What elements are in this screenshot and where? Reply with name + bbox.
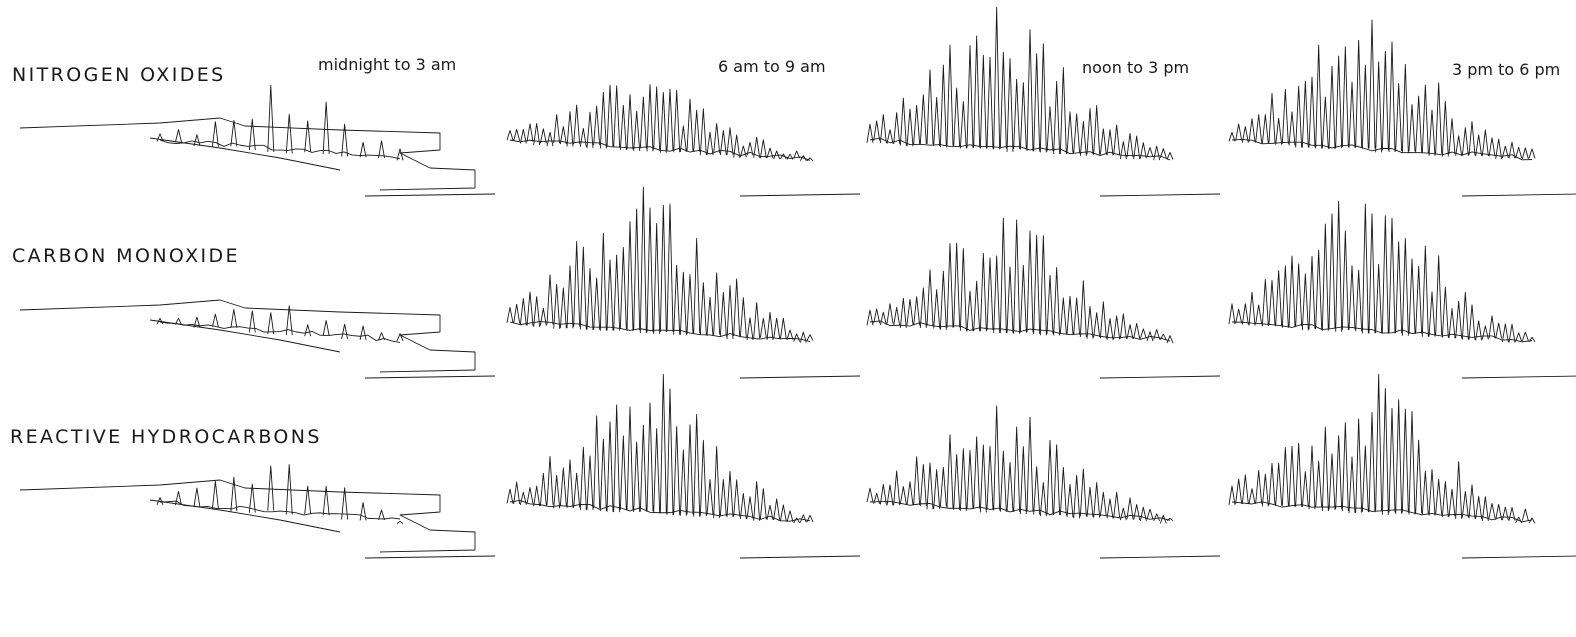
surface-1-3 — [866, 6, 1221, 197]
surface-spikes — [866, 405, 1174, 524]
surface-spikes — [1228, 200, 1536, 343]
surface-3-2 — [506, 374, 861, 559]
surface-3-4 — [1228, 374, 1576, 559]
surface-spikes — [156, 84, 404, 161]
col-label-midnight-to-3am: midnight to 3 am — [318, 55, 457, 74]
surface-2-1 — [19, 299, 496, 379]
outline-path — [19, 479, 476, 553]
surface-base — [869, 501, 1171, 521]
outline-path — [149, 319, 341, 353]
axis-line — [739, 555, 861, 559]
axis-line — [1099, 193, 1221, 197]
surface-base — [159, 500, 401, 520]
outline-path — [19, 117, 476, 191]
row-label-carbon-monoxide: CARBON MONOXIDE — [12, 245, 240, 267]
row-label-reactive-hydrocarbons: REACTIVE HYDROCARBONS — [10, 426, 322, 448]
surface-1-1 — [19, 84, 496, 197]
outline-path — [149, 499, 341, 533]
axis-line — [1099, 555, 1221, 559]
outline-path — [149, 137, 341, 171]
surface-spikes — [1228, 19, 1536, 160]
surface-2-4 — [1228, 200, 1576, 379]
surface-base — [1231, 321, 1533, 343]
surface-base — [1231, 138, 1533, 161]
surface-3-1 — [19, 464, 496, 559]
surface-spikes — [506, 374, 814, 524]
surface-base — [509, 139, 811, 161]
axis-line — [739, 375, 861, 379]
surface-base — [159, 321, 401, 343]
surface-base — [159, 139, 401, 160]
surface-2-2 — [506, 186, 861, 379]
axis-line — [1099, 375, 1221, 379]
axis-line — [364, 193, 496, 197]
surface-base — [509, 321, 811, 342]
axis-line — [364, 375, 496, 379]
surface-base — [869, 137, 1171, 161]
surface-base — [509, 499, 811, 522]
surface-2-3 — [866, 217, 1221, 379]
surface-1-4 — [1228, 19, 1576, 197]
surface-spikes — [506, 84, 814, 162]
row-label-nitrogen-oxides: NITROGEN OXIDES — [12, 64, 226, 86]
surface-base — [869, 320, 1171, 342]
surface-spikes — [1228, 374, 1536, 524]
col-label-6am-to-9am: 6 am to 9 am — [718, 57, 826, 76]
outline-path — [19, 299, 476, 373]
surface-spikes — [156, 305, 404, 342]
axis-line — [364, 555, 496, 559]
surface-spikes — [506, 186, 814, 343]
surface-spikes — [156, 464, 404, 524]
axis-line — [1461, 555, 1576, 559]
col-label-3pm-to-6pm: 3 pm to 6 pm — [1452, 60, 1561, 79]
surface-spikes — [866, 217, 1174, 344]
axis-line — [1461, 375, 1576, 379]
axis-line — [739, 193, 861, 197]
surface-1-2 — [506, 84, 861, 197]
col-label-noon-to-3pm: noon to 3 pm — [1082, 58, 1190, 77]
surface-3-3 — [866, 405, 1221, 559]
surface-spikes — [866, 6, 1174, 161]
surface-base — [1231, 501, 1533, 523]
axis-line — [1461, 193, 1576, 197]
